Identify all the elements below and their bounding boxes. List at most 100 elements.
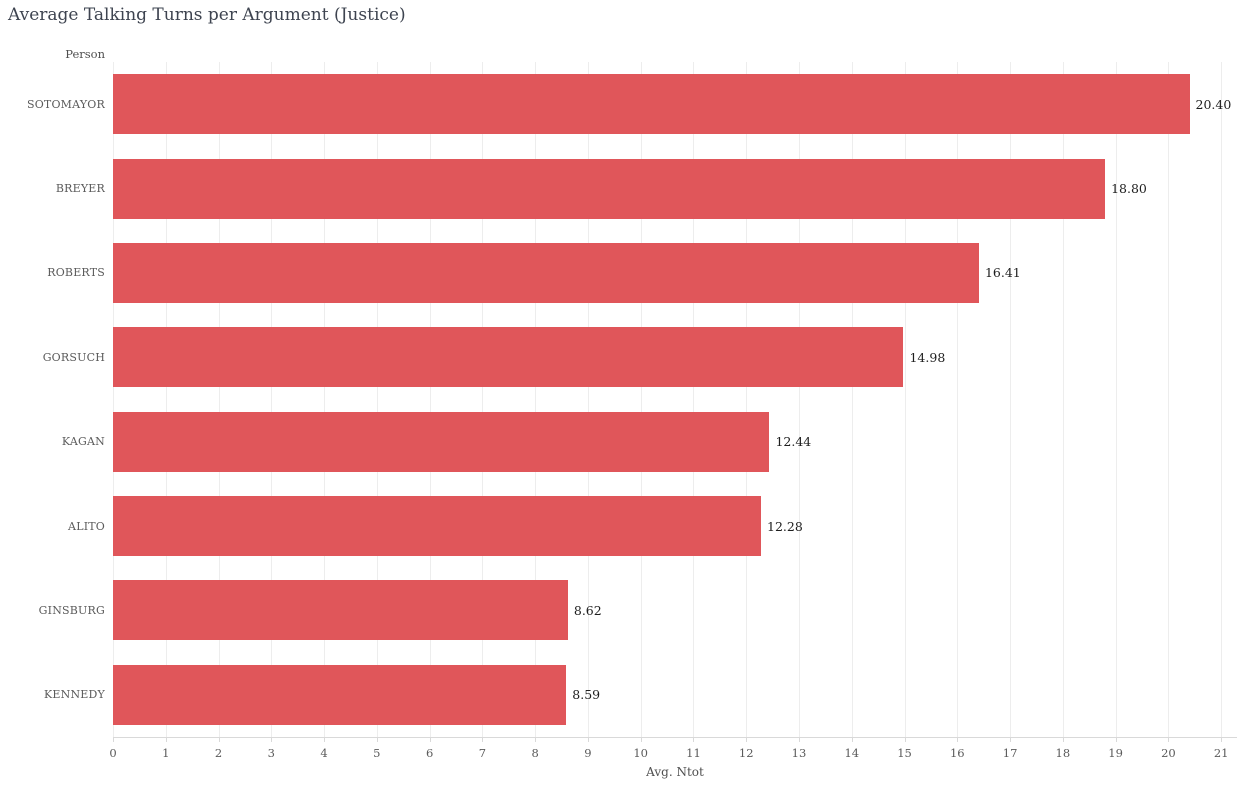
y-axis-label-breyer: BREYER: [55, 182, 105, 196]
x-tick-label-14: 14: [844, 746, 860, 760]
bar-value-label: 20.40: [1195, 96, 1232, 112]
y-axis-title: Person: [65, 47, 105, 61]
bar-kagan: [113, 411, 770, 472]
x-tick-10: [640, 737, 642, 742]
x-tick-label-9: 9: [584, 746, 592, 760]
x-tick-17: [1010, 737, 1012, 742]
x-tick-16: [957, 737, 959, 742]
bar-row-kagan: 12.44: [113, 400, 1237, 484]
gridline-9: [587, 62, 589, 737]
bar-gorsuch: [113, 327, 904, 388]
gridline-6: [429, 62, 431, 737]
x-tick-14: [851, 737, 853, 742]
y-axis-label-alito: ALITO: [68, 519, 105, 533]
bar-roberts: [113, 242, 979, 303]
x-tick-label-16: 16: [949, 746, 965, 760]
gridline-5: [376, 62, 378, 737]
x-tick-label-10: 10: [633, 746, 649, 760]
x-tick-label-12: 12: [738, 746, 754, 760]
gridline-16: [957, 62, 959, 737]
bar-row-ginsburg: 8.62: [113, 568, 1237, 652]
x-tick-12: [746, 737, 748, 742]
x-tick-21: [1221, 737, 1223, 742]
y-axis-label-kennedy: KENNEDY: [43, 688, 105, 702]
x-tick-13: [799, 737, 800, 742]
x-tick-8: [535, 737, 537, 742]
x-tick-18: [1062, 737, 1064, 742]
bar-value-label: 18.80: [1111, 181, 1147, 197]
plot-area: 20.40 18.80 16.41 14.98 12.44 12.28 8.62 8.59: [113, 62, 1237, 737]
x-axis-domain-line: [113, 737, 1237, 738]
y-axis-label-gorsuch: GORSUCH: [42, 350, 105, 364]
y-axis-label-sotomayor: SOTOMAYOR: [26, 97, 105, 111]
gridline-10: [640, 62, 642, 737]
x-tick-19: [1115, 737, 1117, 742]
x-tick-label-13: 13: [791, 746, 807, 760]
gridline-3: [271, 62, 273, 737]
x-axis-title: Avg. Ntot: [646, 765, 704, 779]
gridline-15: [904, 62, 906, 737]
x-tick-3: [271, 737, 273, 742]
x-tick-label-5: 5: [373, 746, 381, 760]
x-tick-label-8: 8: [531, 746, 539, 760]
bar-breyer: [113, 158, 1106, 219]
bar-row-gorsuch: 14.98: [113, 315, 1237, 399]
x-tick-1: [165, 737, 167, 742]
x-tick-15: [904, 737, 906, 742]
gridline-12: [746, 62, 748, 737]
gridline-14: [851, 62, 853, 737]
x-tick-9: [587, 737, 589, 742]
bar-value-label: 8.59: [572, 687, 601, 703]
gridline-21: [1221, 62, 1223, 737]
bar-value-label: 8.62: [573, 602, 602, 618]
bar-sotomayor: [113, 74, 1190, 135]
x-tick-label-18: 18: [1055, 746, 1071, 760]
y-axis-label-kagan: KAGAN: [61, 435, 105, 449]
gridline-7: [482, 62, 484, 737]
x-tick-label-0: 0: [109, 746, 117, 760]
x-tick-7: [482, 737, 484, 742]
x-tick-label-4: 4: [320, 746, 328, 760]
x-tick-label-3: 3: [267, 746, 275, 760]
bar-row-sotomayor: 20.40: [113, 62, 1237, 146]
bar-row-alito: 12.28: [113, 484, 1237, 568]
x-tick-label-7: 7: [478, 746, 487, 760]
x-tick-label-20: 20: [1161, 746, 1176, 760]
x-tick-11: [693, 737, 695, 742]
x-tick-label-17: 17: [1002, 746, 1018, 760]
x-axis: 0 1 2 3 4 5 6 7 8 9 10 11 12 13 14 15 16 17 18 19 20 21: [109, 737, 1237, 767]
x-tick-label-2: 2: [214, 746, 223, 760]
chart-title: Average Talking Turns per Argument (Just…: [8, 5, 406, 25]
bar-alito: [113, 496, 761, 557]
x-tick-20: [1168, 737, 1170, 742]
x-tick-label-21: 21: [1213, 746, 1229, 760]
x-tick-label-1: 1: [162, 746, 170, 760]
bar-row-kennedy: 8.59: [113, 653, 1237, 737]
bar-ginsburg: [113, 580, 568, 641]
gridline-17: [1010, 62, 1012, 737]
bar-row-roberts: 16.41: [113, 231, 1237, 315]
gridline-1: [165, 62, 167, 737]
gridline-0: [113, 62, 114, 737]
x-tick-label-6: 6: [425, 746, 434, 760]
x-tick-2: [218, 737, 220, 742]
bar-row-breyer: 18.80: [113, 146, 1237, 230]
x-tick-label-11: 11: [686, 746, 701, 760]
gridline-19: [1115, 62, 1117, 737]
x-tick-5: [376, 737, 378, 742]
bar-kennedy: [113, 664, 567, 725]
x-tick-label-15: 15: [897, 746, 912, 760]
y-axis-labels: SOTOMAYOR BREYER ROBERTS GORSUCH KAGAN ALITO G…: [0, 62, 105, 737]
y-axis-label-ginsburg: GINSBURG: [38, 603, 105, 617]
bar-value-label: 12.44: [775, 434, 812, 450]
bar-value-label: 14.98: [909, 349, 946, 365]
bar-value-label: 16.41: [984, 265, 1021, 281]
gridline-2: [218, 62, 220, 737]
gridline-20: [1168, 62, 1170, 737]
x-tick-4: [324, 737, 326, 742]
gridline-18: [1062, 62, 1064, 737]
bar-value-label: 12.28: [767, 518, 803, 534]
x-tick-6: [429, 737, 431, 742]
gridline-8: [535, 62, 537, 737]
x-tick-0: [113, 737, 114, 742]
